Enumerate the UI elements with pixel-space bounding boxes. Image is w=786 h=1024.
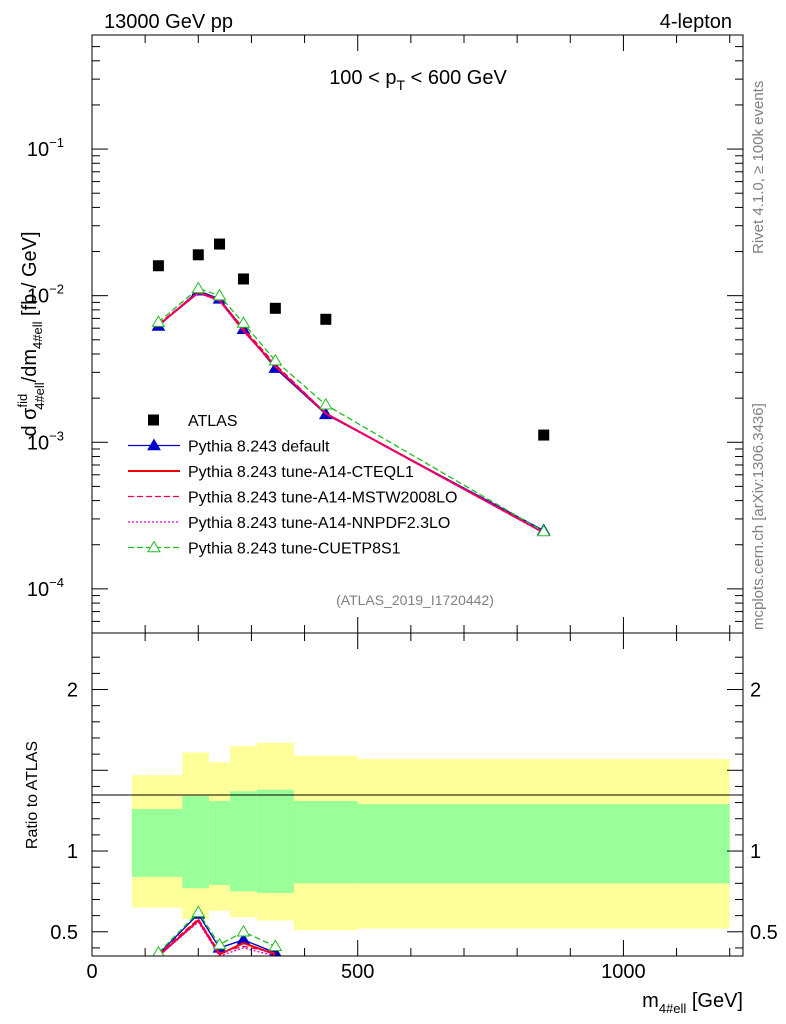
main-y-tick-label: 10−4 — [27, 575, 64, 601]
main-y-tick-label-exp: −2 — [49, 282, 64, 297]
ratio-y-tick-label-left: 0.5 — [50, 922, 78, 944]
x-axis-label-sub: 4#ell — [659, 1001, 687, 1016]
ratio-band-inner — [131, 809, 183, 877]
atlas-data-point — [320, 313, 332, 325]
ratio-band-inner — [256, 789, 294, 894]
ratio-y-axis-label: Ratio to ATLAS — [24, 741, 41, 849]
main-y-tick-label: 10−2 — [27, 282, 64, 308]
main-y-tick-label-exp: −4 — [49, 575, 64, 590]
ratio-series-point — [212, 937, 227, 950]
main-series-point — [318, 397, 333, 410]
pt-range-tail: < 600 GeV — [405, 67, 507, 89]
ratio-series-point — [191, 905, 206, 918]
main-series — [151, 281, 551, 537]
main-y-tick-label: 10−1 — [27, 135, 64, 161]
ratio-panel: 0.5 0.5 1 1 2 2 0 500 1000 Ratio to ATLAS m4#ell… — [24, 632, 778, 1016]
main-series-line — [158, 292, 545, 534]
main-series-point — [236, 316, 251, 328]
legend-label: Pythia 8.243 tune-A14-NNPDF2.3LO — [188, 515, 450, 532]
legend-label: Pythia 8.243 tune-A14-CTEQL1 — [188, 464, 414, 481]
side-label-top: Rivet 4.1.0, ≥ 100k events — [750, 81, 767, 254]
ratio-series-point — [152, 945, 165, 956]
ratio-band-inner — [230, 791, 257, 892]
legend-label: Pythia 8.243 default — [188, 439, 330, 456]
atlas-data-point — [192, 249, 204, 261]
ratio-y-tick-label-right: 0.5 — [750, 922, 778, 944]
legend: ATLAS Pythia 8.243 default Pythia 8.243 tu… — [128, 413, 457, 558]
pt-range-label: 100 < pT < 600 GeV — [329, 67, 507, 93]
x-tick-label: 1000 — [601, 961, 646, 983]
main-series-point — [191, 281, 206, 294]
main-y-axis-label: d σfid 4#ell/dm4#ell [fb / GeV] — [15, 231, 47, 436]
atlas-data-point — [538, 429, 550, 441]
legend-label: ATLAS — [188, 413, 238, 430]
main-y-tick-labels: 10−410−310−210−1 — [27, 135, 64, 601]
x-axis-label: m4#ell [GeV] — [642, 990, 743, 1016]
x-axis-label-unit: [GeV] — [686, 990, 743, 1012]
x-tick-label: 500 — [341, 961, 374, 983]
atlas-data-point — [237, 273, 249, 285]
main-panel: 10−410−310−210−1 100 < pT < 600 GeV (ATL… — [15, 34, 744, 634]
process-label: 4-lepton — [660, 11, 732, 33]
atlas-data-point — [152, 260, 164, 272]
ratio-series-point — [236, 924, 251, 937]
ratio-y-tick-label-left: 1 — [67, 841, 78, 863]
main-series-point — [212, 288, 227, 301]
ratio-band-inner — [293, 800, 358, 884]
atlas-data-point — [214, 238, 226, 250]
main-y-tick-label-base: 10 — [27, 579, 49, 601]
legend-label: Pythia 8.243 tune-A14-MSTW2008LO — [188, 490, 457, 507]
ratio-uncertainty-bands — [131, 742, 730, 931]
main-y-tick-label-exp: −3 — [49, 428, 64, 443]
ratio-series — [152, 905, 283, 956]
energy-label: 13000 GeV pp — [104, 11, 233, 33]
main-series-point — [536, 524, 551, 537]
ratio-series-line — [157, 917, 276, 955]
pt-range-text: 100 < p — [329, 67, 396, 89]
legend-marker — [147, 438, 161, 451]
atlas-data-points — [152, 238, 550, 441]
side-label-bottom: mcplots.cern.ch [arXiv:1306.3436] — [750, 403, 767, 630]
main-y-tick-label-base: 10 — [27, 432, 49, 454]
main-y-tick-label-exp: −1 — [49, 135, 64, 150]
main-y-tick-label-base: 10 — [27, 286, 49, 308]
legend-label: Pythia 8.243 tune-CUETP8S1 — [188, 541, 401, 558]
ratio-y-tick-label-right: 2 — [750, 680, 761, 702]
main-series-point — [151, 315, 166, 327]
ratio-band-inner — [182, 796, 209, 889]
ratio-band-inner — [208, 800, 231, 885]
main-y-tick-label: 10−3 — [27, 428, 64, 454]
legend-marker — [147, 540, 161, 553]
ratio-y-tick-label-right: 1 — [750, 841, 761, 863]
x-axis-label-main: m — [642, 990, 659, 1012]
legend-marker — [148, 414, 159, 426]
ratio-axis-ticks — [91, 633, 743, 956]
main-y-tick-label-base: 10 — [27, 139, 49, 161]
ratio-series-line — [158, 921, 276, 956]
main-axis-ticks — [91, 35, 743, 634]
ratio-y-tick-label-left: 2 — [67, 680, 78, 702]
atlas-data-point — [269, 302, 281, 314]
pt-range-sub: T — [396, 77, 405, 93]
analysis-id: (ATLAS_2019_I1720442) — [336, 592, 494, 608]
ratio-series-point — [268, 939, 283, 952]
ratio-frame — [91, 632, 744, 957]
ratio-series-line — [157, 918, 276, 956]
ratio-band-inner — [357, 804, 730, 884]
main-series-point — [268, 353, 283, 366]
x-tick-label: 0 — [86, 961, 97, 983]
ratio-tick-labels: 0.5 0.5 1 1 2 2 0 500 1000 — [50, 680, 778, 983]
